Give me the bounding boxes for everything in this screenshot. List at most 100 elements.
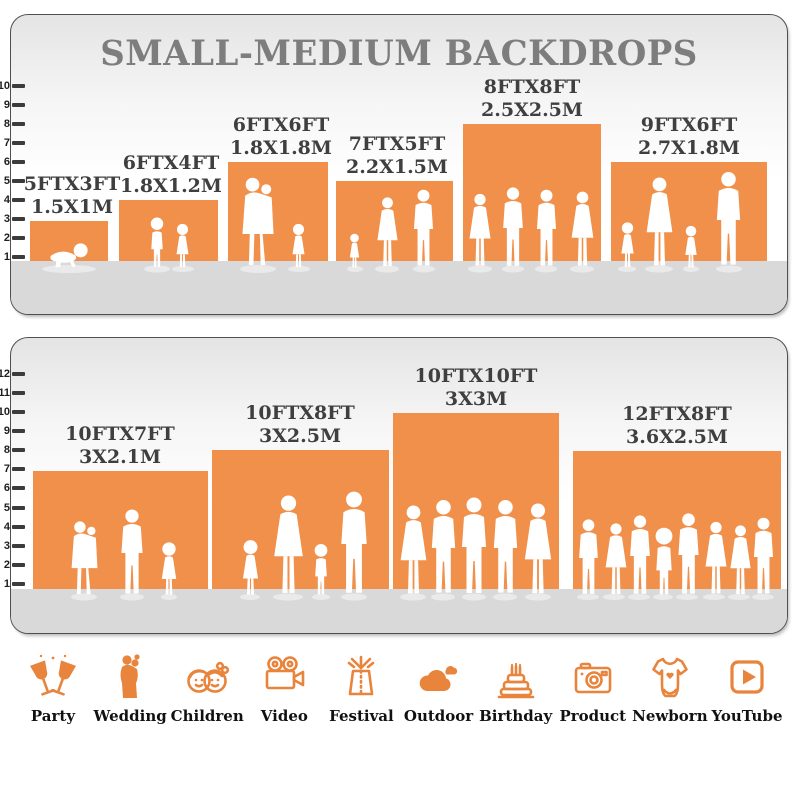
y-axis-tick-label: 8	[3, 118, 10, 130]
size-ft: 10FTX7FT	[65, 423, 175, 445]
category-label: Party	[30, 707, 76, 725]
wedding-icon	[120, 654, 140, 698]
size-m: 2.5X2.5M	[481, 99, 583, 121]
small-backdrops-panel: SMALL-MEDIUM BACKDROPS 10 9 8 7 6 5 4 3 …	[0, 14, 788, 315]
backdrop-bar-12x8	[573, 451, 781, 600]
size-ft: 10FTX10FT	[414, 365, 538, 387]
size-m: 3X2.1M	[78, 446, 162, 468]
y-axis-tick-label: 5	[3, 502, 10, 514]
page-title: SMALL-MEDIUM BACKDROPS	[100, 33, 698, 74]
backdrop-bar-6x4	[119, 200, 218, 273]
category-label: YouTube	[711, 707, 783, 725]
festival-icon	[348, 655, 375, 696]
backdrop-bar-9x6	[611, 162, 767, 273]
tick-dash	[12, 582, 25, 586]
tick-dash	[12, 391, 25, 395]
y-axis-tick: 1	[0, 577, 25, 591]
y-axis-tick-label: 10	[0, 406, 10, 418]
tick-dash	[12, 198, 25, 202]
category-newborn: Newborn	[632, 652, 708, 725]
birthday-icon	[497, 662, 534, 699]
backdrop-size-label: 10FTX8FT 3X2.5M	[212, 402, 388, 448]
people-silhouette	[618, 171, 742, 273]
y-axis-tick: 4	[0, 193, 25, 207]
category-label: Children	[170, 707, 244, 725]
y-axis-tick: 7	[0, 136, 25, 150]
size-ft: 5FTX3FT	[23, 173, 121, 195]
y-axis-tick-label: 7	[3, 137, 10, 149]
backdrop-bar-10x10	[393, 413, 559, 601]
floor	[11, 261, 787, 314]
backdrop-size-label: 8FTX8FT 2.5X2.5M	[444, 76, 620, 122]
floor	[11, 589, 787, 633]
people-silhouette	[71, 509, 177, 601]
category-product: Product	[556, 652, 630, 725]
size-ft: 9FTX6FT	[640, 114, 738, 136]
y-axis-tick-label: 9	[3, 99, 10, 111]
backdrop-bar-10x8	[212, 450, 389, 601]
size-ft: 10FTX8FT	[245, 402, 355, 424]
people-silhouette	[468, 187, 594, 273]
y-axis-tick-label: 5	[3, 175, 10, 187]
backdrop-size-label: 9FTX6FT 2.7X1.8M	[601, 114, 777, 160]
people-silhouette	[240, 177, 310, 273]
people-silhouette	[400, 497, 552, 601]
y-axis-tick: 12	[0, 367, 25, 381]
y-axis-tick-label: 6	[3, 482, 10, 494]
y-axis-tick: 9	[0, 424, 25, 438]
y-axis-tick-label: 3	[3, 213, 10, 225]
backdrop-bar-8x8	[463, 124, 601, 273]
y-axis-tick: 5	[0, 174, 25, 188]
y-axis-tick: 3	[0, 212, 25, 226]
y-axis-tick: 2	[0, 231, 25, 245]
tick-dash	[12, 410, 25, 414]
y-axis-tick: 5	[0, 501, 25, 515]
category-youtube: YouTube	[710, 652, 784, 725]
people-silhouette	[577, 513, 774, 600]
backdrop-size-label: 10FTX10FT 3X3M	[388, 365, 564, 411]
tick-dash	[12, 217, 25, 221]
category-video: Video	[247, 652, 321, 725]
tick-dash	[12, 141, 25, 145]
backdrop-size-label: 12FTX8FT 3.6X2.5M	[589, 403, 765, 449]
backdrop-size-label: 5FTX3FT 1.5X1M	[0, 173, 160, 219]
category-party: Party	[16, 652, 90, 725]
y-axis-tick: 4	[0, 520, 25, 534]
size-ft: 8FTX8FT	[483, 76, 581, 98]
tick-dash	[12, 122, 25, 126]
tick-dash	[12, 160, 25, 164]
category-label: Outdoor	[403, 707, 474, 725]
medium-backdrops-panel: 12 11 10 9 8 7 6 5 4 3 2 1	[0, 337, 788, 634]
y-axis-tick-label: 9	[3, 425, 10, 437]
tick-dash	[12, 372, 25, 376]
y-axis-tick: 11	[0, 386, 25, 400]
newborn-icon	[652, 657, 688, 698]
y-axis-tick: 2	[0, 558, 25, 572]
category-wedding: Wedding	[93, 652, 167, 725]
backdrop-size-label: 6FTX6FT 1.8X1.8M	[193, 114, 369, 160]
y-axis-tick-label: 11	[0, 387, 10, 399]
size-ft: 7FTX5FT	[348, 133, 446, 155]
outdoor-icon	[419, 666, 457, 692]
tick-dash	[12, 544, 25, 548]
tick-dash	[12, 84, 25, 88]
y-axis-tick: 6	[0, 481, 25, 495]
y-axis-tick: 6	[0, 155, 25, 169]
backdrop-bar-5x3	[30, 221, 108, 273]
tick-dash	[12, 179, 25, 183]
category-outdoor: Outdoor	[402, 652, 476, 725]
y-axis-tick-label: 2	[3, 232, 10, 244]
y-axis-tick-label: 2	[3, 559, 10, 571]
category-row: Party Wedding	[16, 652, 784, 725]
y-axis-tick-label: 4	[3, 194, 10, 206]
tick-dash	[12, 525, 25, 529]
y-axis-tick-label: 7	[3, 463, 10, 475]
category-label: Product	[559, 707, 627, 725]
tick-dash	[12, 448, 25, 452]
category-birthday: Birthday	[479, 652, 553, 725]
party-icon	[29, 654, 77, 696]
y-axis-tick: 10	[0, 405, 25, 419]
tick-dash	[12, 103, 25, 107]
y-axis-tick: 7	[0, 462, 25, 476]
backdrop-bar-10x7	[33, 471, 208, 601]
